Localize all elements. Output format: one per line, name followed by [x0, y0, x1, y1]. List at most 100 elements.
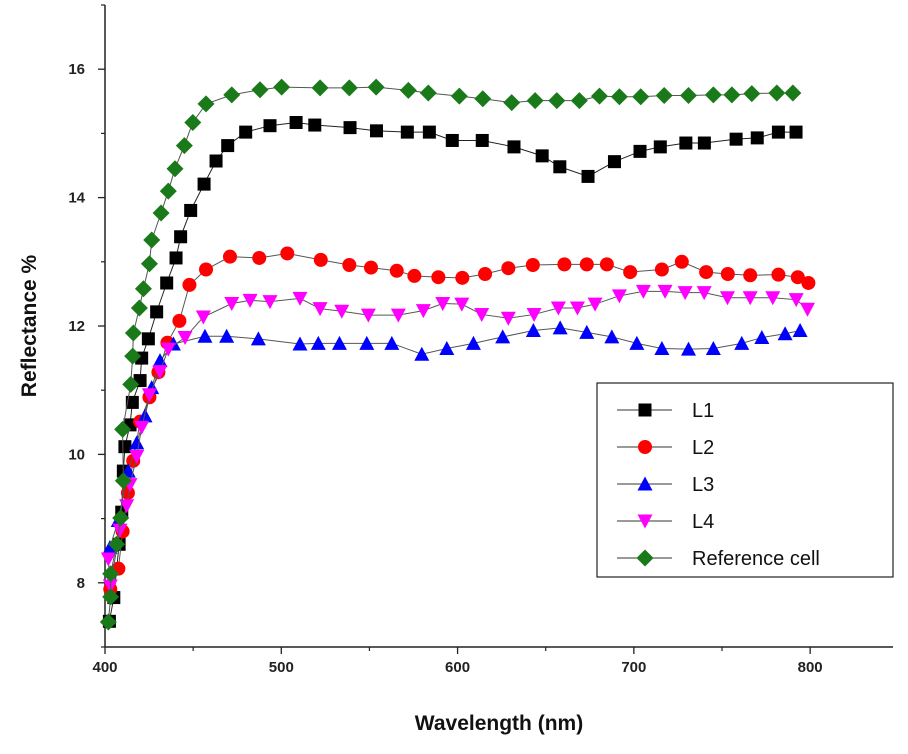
data-point: [280, 246, 295, 261]
data-point: [604, 329, 620, 344]
data-point: [166, 160, 184, 178]
data-point: [777, 326, 793, 341]
data-point: [611, 289, 627, 304]
data-point: [445, 133, 459, 147]
data-point: [389, 263, 404, 278]
legend-marker: [638, 440, 652, 454]
data-point: [579, 257, 594, 272]
legend-marker: [636, 549, 654, 567]
data-point: [792, 322, 808, 337]
data-point: [150, 305, 164, 319]
legend-label: Reference cell: [692, 548, 820, 570]
y-tick-label: 10: [68, 446, 85, 463]
data-point: [122, 375, 140, 393]
data-point: [535, 149, 549, 163]
data-point: [364, 260, 379, 275]
data-point: [550, 301, 566, 316]
data-point: [102, 539, 118, 554]
data-point: [143, 231, 161, 249]
data-point: [454, 297, 470, 312]
data-point: [719, 291, 735, 306]
data-point: [134, 420, 150, 435]
data-point: [552, 320, 568, 335]
data-point: [414, 346, 430, 361]
data-point: [263, 119, 277, 133]
data-point: [289, 115, 303, 129]
data-point: [112, 509, 130, 527]
data-point: [313, 252, 328, 267]
data-point: [197, 328, 213, 343]
x-tick-label: 800: [798, 659, 823, 676]
data-point: [654, 340, 670, 355]
data-point: [195, 310, 211, 325]
data-point: [311, 79, 329, 97]
data-point: [607, 155, 621, 169]
data-point: [124, 324, 142, 342]
data-point: [681, 341, 697, 356]
data-point: [221, 139, 235, 153]
data-point: [102, 588, 120, 606]
data-point: [507, 140, 521, 154]
y-tick-label: 8: [77, 575, 85, 592]
data-point: [292, 291, 308, 306]
data-point: [99, 613, 117, 631]
data-point: [331, 335, 347, 350]
data-point: [152, 365, 168, 380]
data-point: [119, 499, 135, 514]
data-point: [407, 268, 422, 283]
data-point: [729, 132, 743, 146]
data-point: [788, 293, 804, 308]
data-point: [390, 308, 406, 323]
data-point: [771, 125, 785, 139]
data-point: [475, 133, 489, 147]
legend-label: L2: [692, 437, 714, 459]
data-point: [629, 335, 645, 350]
data-point: [654, 262, 669, 277]
data-point: [750, 131, 764, 145]
data-point: [790, 270, 805, 285]
data-point: [784, 84, 802, 102]
data-point: [342, 258, 357, 273]
data-point: [431, 270, 446, 285]
data-point: [334, 304, 350, 319]
data-point: [172, 313, 187, 328]
legend-item: L2: [617, 437, 714, 459]
x-tick-label: 600: [445, 659, 470, 676]
data-point: [679, 136, 693, 150]
data-point: [699, 265, 714, 280]
data-point: [152, 204, 170, 222]
data-point: [590, 87, 608, 105]
data-point: [801, 275, 816, 290]
legend-item: L4: [617, 511, 714, 533]
legend-label: L4: [692, 511, 714, 533]
data-point: [219, 328, 235, 343]
data-point: [125, 395, 139, 409]
data-point: [623, 265, 638, 280]
data-point: [610, 88, 628, 106]
data-point: [100, 552, 116, 567]
data-point: [184, 113, 202, 131]
data-point: [765, 291, 781, 306]
data-point: [340, 79, 358, 97]
data-point: [704, 86, 722, 104]
data-point: [312, 302, 328, 317]
data-point: [720, 266, 735, 281]
data-point: [635, 284, 651, 299]
data-point: [102, 565, 120, 583]
legend-label: L1: [692, 400, 714, 422]
data-point: [415, 304, 431, 319]
data-point: [768, 84, 786, 102]
data-point: [632, 88, 650, 106]
data-point: [141, 388, 157, 403]
legend-item: L1: [617, 400, 714, 422]
data-point: [367, 78, 385, 96]
data-point: [222, 249, 237, 264]
data-point: [754, 330, 770, 345]
data-point: [500, 311, 516, 326]
data-point: [677, 286, 693, 301]
axes: 400 500 600 700 800 8 10 12 14 16: [68, 4, 893, 676]
data-point: [197, 177, 211, 191]
data-point: [140, 255, 158, 273]
data-point: [160, 342, 176, 357]
